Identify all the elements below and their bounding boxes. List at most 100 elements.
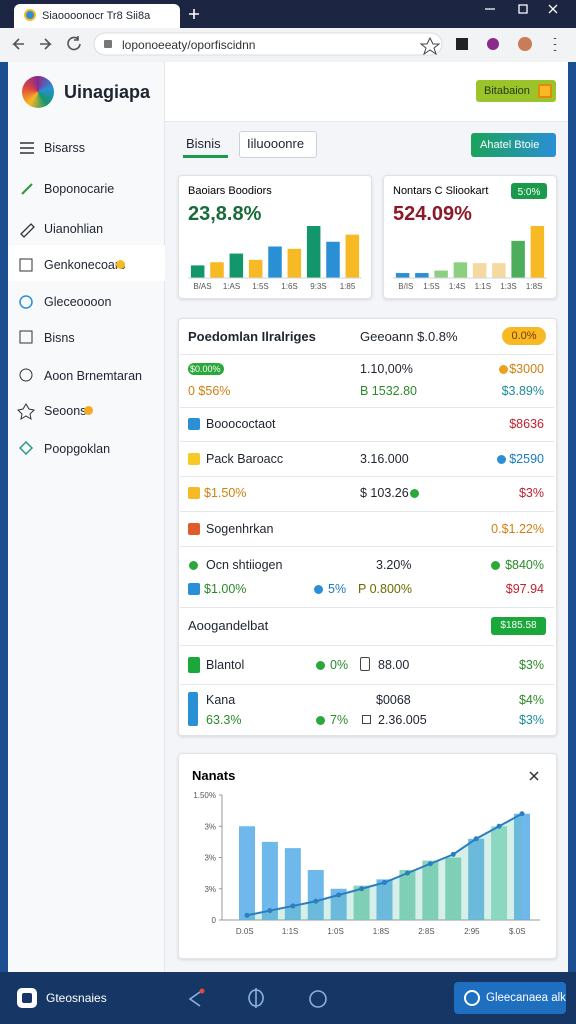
- row-icon: [188, 418, 200, 430]
- line-point: [519, 811, 525, 817]
- chart-title: Nanats: [192, 768, 235, 783]
- kpi-chart: Baoiars Boodiors 23,8.8% B/AS 1:AS 1:5S 1:6…: [188, 185, 362, 291]
- card-value: 524.09%: [393, 203, 472, 225]
- card-title: Baoiars Boodiors: [188, 185, 272, 197]
- cell: 7%: [330, 713, 349, 727]
- row-icon: [188, 487, 200, 499]
- bar: [287, 248, 302, 278]
- ext-1[interactable]: [456, 38, 468, 50]
- badge: [511, 183, 547, 199]
- bar: [284, 848, 301, 920]
- button[interactable]: [476, 80, 556, 102]
- window-controls[interactable]: [485, 4, 558, 14]
- y-tick-label: 3%: [204, 854, 216, 863]
- cell: $3000: [509, 362, 544, 376]
- close[interactable]: [529, 771, 539, 781]
- area: [247, 813, 522, 920]
- line-point: [473, 836, 479, 842]
- sidebar-item[interactable]: Uianohlian: [44, 222, 104, 236]
- tab[interactable]: [14, 4, 180, 28]
- sidebar-item[interactable]: Genkonecoars: [44, 258, 126, 272]
- cell: Sogenhrkan: [206, 522, 274, 536]
- star[interactable]: [419, 36, 441, 56]
- row-divider: [180, 407, 554, 408]
- profile[interactable]: [309, 990, 327, 1008]
- cell: 3.16.000: [360, 452, 409, 466]
- x-tick-label: D.0S: [236, 927, 254, 936]
- row-icon: [188, 692, 198, 726]
- sidebar-item[interactable]: Gleceoooon: [44, 295, 112, 309]
- app-name: Uinagiapa: [64, 82, 151, 102]
- cell: Booococtaot: [206, 417, 276, 431]
- cell: $3.89%: [501, 384, 544, 398]
- badge: [491, 617, 546, 635]
- sidebar-item[interactable]: Poopgoklan: [44, 442, 111, 456]
- line-point: [382, 880, 387, 885]
- back[interactable]: [188, 991, 201, 1007]
- cell: Kana: [206, 693, 236, 707]
- bar: [468, 838, 485, 920]
- button-icon: [538, 84, 552, 98]
- bar: [229, 253, 244, 278]
- x-tick-label: 1:4S: [449, 282, 465, 291]
- sidebar-item[interactable]: Boponocarie: [44, 182, 115, 196]
- url-box[interactable]: [93, 32, 443, 56]
- line-point: [404, 870, 410, 876]
- cell: $1.00%: [204, 582, 247, 596]
- cell: B 1532.80: [360, 384, 417, 398]
- y-tick-label: 0: [212, 916, 217, 925]
- button[interactable]: [471, 133, 556, 157]
- bar: [514, 813, 530, 920]
- bar: [491, 826, 508, 920]
- cell: 1.10,00%: [360, 362, 413, 376]
- cell: Blantol: [206, 658, 245, 672]
- url: loponoeeaty/oporfiscidnn: [122, 38, 256, 52]
- reload[interactable]: [67, 36, 81, 51]
- row-divider: [180, 441, 554, 442]
- cell: P 0.800%: [358, 582, 412, 596]
- row-icon: [188, 453, 200, 465]
- row-divider: [180, 546, 554, 547]
- dot: [189, 561, 198, 570]
- badge-label: 5:0%: [518, 187, 541, 198]
- bar: [472, 263, 487, 278]
- tab[interactable]: [239, 131, 317, 158]
- row-divider: [180, 607, 554, 608]
- bar: [395, 273, 410, 278]
- table-card: [178, 318, 557, 736]
- x-tick-label: 9:3S: [310, 282, 326, 291]
- dot: [497, 455, 506, 464]
- sidebar-item[interactable]: Bisns: [44, 331, 75, 345]
- bar: [530, 226, 545, 278]
- home[interactable]: [248, 988, 264, 1008]
- bar: [306, 226, 321, 278]
- avatar[interactable]: [518, 37, 532, 51]
- bar: [239, 826, 255, 920]
- y-tick-label: 3%: [204, 885, 216, 894]
- ext-2[interactable]: [487, 38, 499, 50]
- x-tick-label: 1:85: [340, 282, 356, 291]
- x-tick-label: B/IS: [398, 282, 413, 291]
- card-title: Nontars C Sliookart: [393, 185, 488, 197]
- cell: $4%: [518, 693, 544, 707]
- bar: [511, 240, 525, 278]
- sidebar-item[interactable]: Bisarss: [44, 141, 85, 155]
- nav-buttons[interactable]: [12, 38, 52, 50]
- x-tick-label: B/AS: [193, 282, 211, 291]
- tab-controls[interactable]: [160, 9, 199, 19]
- row-icon: [188, 657, 200, 673]
- cell: 63.3%: [206, 713, 242, 727]
- bar: [453, 262, 468, 278]
- row-icon: [188, 583, 200, 595]
- x-tick-label: $.0S: [509, 927, 525, 936]
- sidebar-item[interactable]: Aoon Brnemtaran: [44, 369, 142, 383]
- bar: [415, 273, 429, 278]
- cell: 3.20%: [376, 558, 412, 572]
- badge-label: 0.0%: [511, 330, 537, 342]
- bar: [422, 860, 439, 920]
- sidebar-item[interactable]: Seoons: [44, 404, 87, 418]
- tab[interactable]: Bisnis: [186, 136, 221, 151]
- line-point: [244, 912, 250, 918]
- notification: [199, 988, 205, 994]
- badge: [502, 327, 546, 345]
